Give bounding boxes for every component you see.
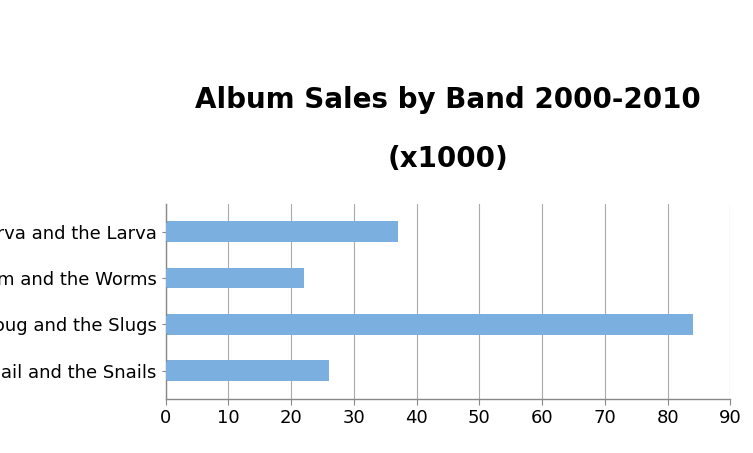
Bar (166, 369, 329, 372)
Bar (166, 362, 329, 380)
Bar (166, 268, 303, 289)
Bar (166, 230, 398, 233)
Text: Album Sales by Band 2000-2010: Album Sales by Band 2000-2010 (195, 86, 701, 114)
Bar (166, 361, 329, 381)
Bar (166, 223, 398, 241)
Bar (166, 314, 693, 335)
Text: (x1000): (x1000) (388, 145, 508, 173)
Bar (166, 221, 398, 242)
Bar (166, 276, 303, 280)
Bar (166, 323, 693, 326)
Bar (166, 316, 693, 333)
Bar (166, 269, 303, 287)
